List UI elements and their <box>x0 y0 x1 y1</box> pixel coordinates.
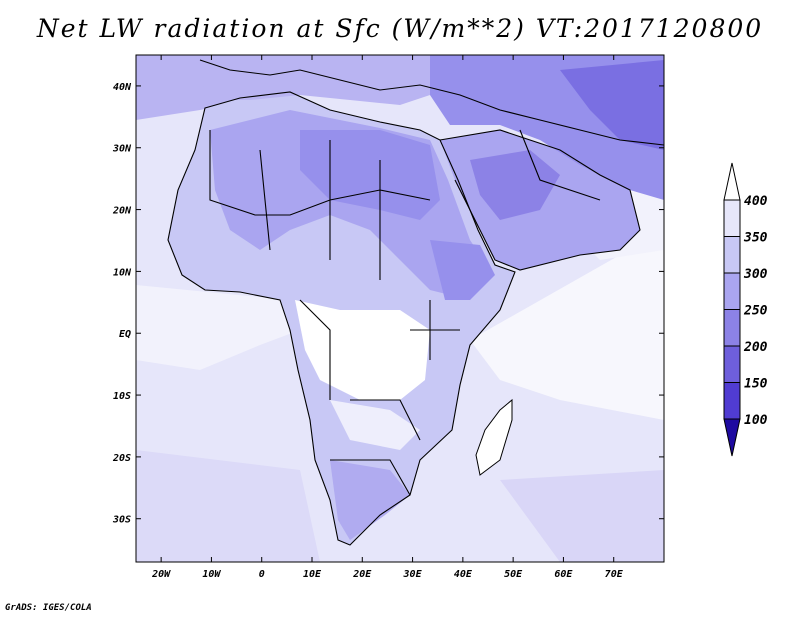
colorbar-segment <box>723 309 741 347</box>
colorbar-segment <box>723 199 741 237</box>
colorbar-label: 400 <box>744 194 768 209</box>
y-tick-label: 30N <box>112 144 132 155</box>
colorbar-label: 300 <box>743 267 768 282</box>
europe-land <box>200 55 430 105</box>
y-tick-label: 30S <box>112 515 131 526</box>
colorbar-label: 100 <box>744 413 768 428</box>
x-tick-label: 50E <box>504 569 523 580</box>
colorbar-segment <box>723 272 741 310</box>
x-tick-label: 30E <box>403 569 423 580</box>
zambia-shade <box>330 400 420 450</box>
ocean-patch <box>136 285 300 370</box>
x-tick-label: 60E <box>554 569 573 580</box>
ocean-patch <box>136 450 320 562</box>
x-tick-label: 0 <box>259 569 265 580</box>
south-africa-shade <box>330 460 410 540</box>
x-tick-label: 20E <box>352 569 372 580</box>
x-tick-label: 40E <box>454 569 473 580</box>
credit-text: GrADS: IGES/COLA <box>5 603 92 613</box>
colorbar-label: 200 <box>743 340 768 355</box>
colorbar-segment <box>723 382 741 420</box>
y-tick-label: 20N <box>112 206 132 217</box>
madagascar-land <box>475 398 513 476</box>
y-tick-label: 40N <box>113 82 132 93</box>
x-tick-label: 20W <box>151 569 171 580</box>
x-tick-label: 70E <box>605 569 624 580</box>
border <box>259 140 421 441</box>
y-tick-label: 20S <box>112 453 131 464</box>
plot-frame <box>135 54 665 563</box>
colorbar-label: 250 <box>743 304 768 319</box>
x-tick-label: 10E <box>303 569 322 580</box>
y-tick-label: 10S <box>113 391 131 402</box>
arabia-coast <box>439 129 641 271</box>
ocean-patch <box>500 470 664 562</box>
coastlines <box>167 59 664 546</box>
border <box>330 459 411 496</box>
egypt-shade <box>300 130 440 220</box>
colorbar: 400 350 300 250 200 150 100 <box>723 162 768 457</box>
colorbar-label: 150 <box>744 377 768 392</box>
y-tick-label: EQ <box>119 329 131 340</box>
colorbar-extend-top <box>723 162 741 201</box>
congo-shade <box>295 300 430 400</box>
border <box>519 129 601 201</box>
iran-shade <box>560 60 664 150</box>
arabia-shade <box>470 150 560 220</box>
border <box>410 300 460 360</box>
colorbar-extend-bottom <box>723 418 741 457</box>
colorbar-label: 350 <box>743 231 768 246</box>
colorbar-segment <box>723 345 741 383</box>
x-axis: 20W 10W 0 10E 20E 30E 40E 50E 60E 70E <box>151 55 624 580</box>
ocean-patch <box>470 230 664 420</box>
y-tick-label: 10N <box>113 267 132 278</box>
map-title: Net LW radiation at Sfc (W/m**2) VT:2017… <box>36 14 764 43</box>
europe-coast <box>199 59 664 146</box>
x-tick-label: 10W <box>202 569 221 580</box>
radiation-field <box>136 55 664 562</box>
colorbar-segment <box>723 236 741 274</box>
y-axis: 40N 30N 20N 10N EQ 10S 20S 30S <box>112 82 664 526</box>
ethiopia-shade <box>430 240 495 300</box>
